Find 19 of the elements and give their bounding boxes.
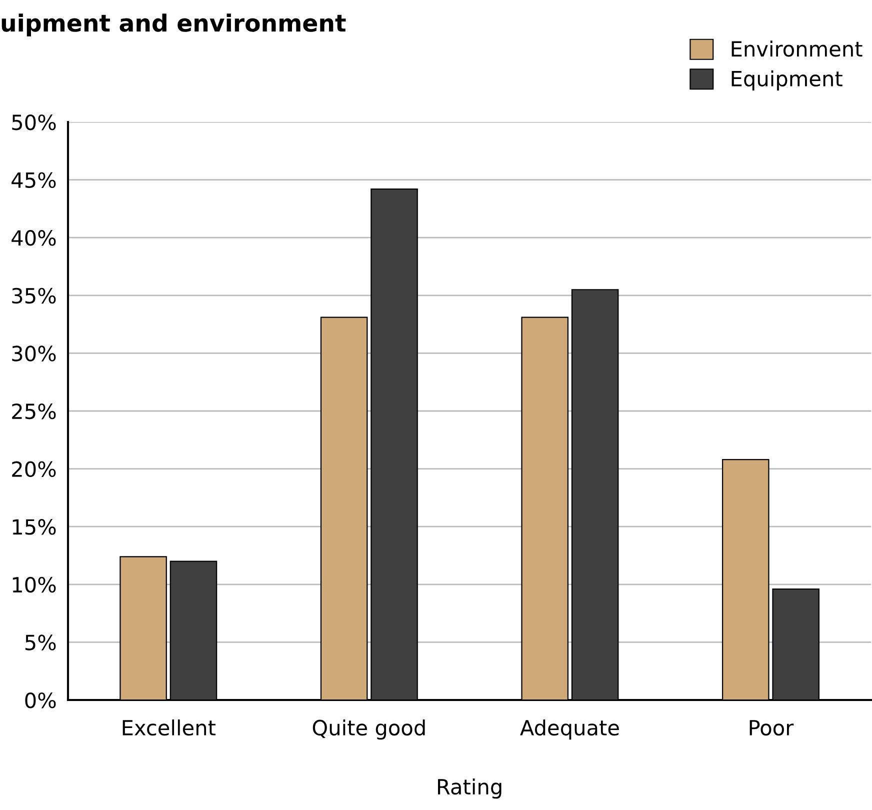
y-tick-label: 25%	[12, 403, 56, 420]
y-tick-label: 40%	[12, 230, 56, 246]
y-tick-label: 35%	[12, 288, 56, 304]
y-tick-label: 45%	[12, 172, 56, 188]
legend-label: Environment	[732, 40, 862, 57]
x-tick-label: Poor	[750, 720, 794, 736]
y-tick-label: 10%	[12, 576, 56, 593]
x-tick-label: Excellent	[122, 719, 216, 736]
x-tick-label: Adequate	[520, 719, 619, 740]
legend-label: Equipment	[732, 70, 842, 91]
y-tick-label: 15%	[12, 519, 56, 535]
y-tick-label: 0%	[25, 692, 56, 708]
chart-title: uipment and environment	[2, 14, 346, 36]
y-tick-label: 5%	[25, 634, 56, 650]
x-axis-title: Rating	[438, 778, 502, 799]
y-tick-label: 50%	[12, 114, 56, 130]
y-tick-label: 20%	[12, 461, 56, 478]
y-tick-label: 30%	[12, 346, 56, 362]
x-tick-label: Quite good	[312, 719, 425, 740]
